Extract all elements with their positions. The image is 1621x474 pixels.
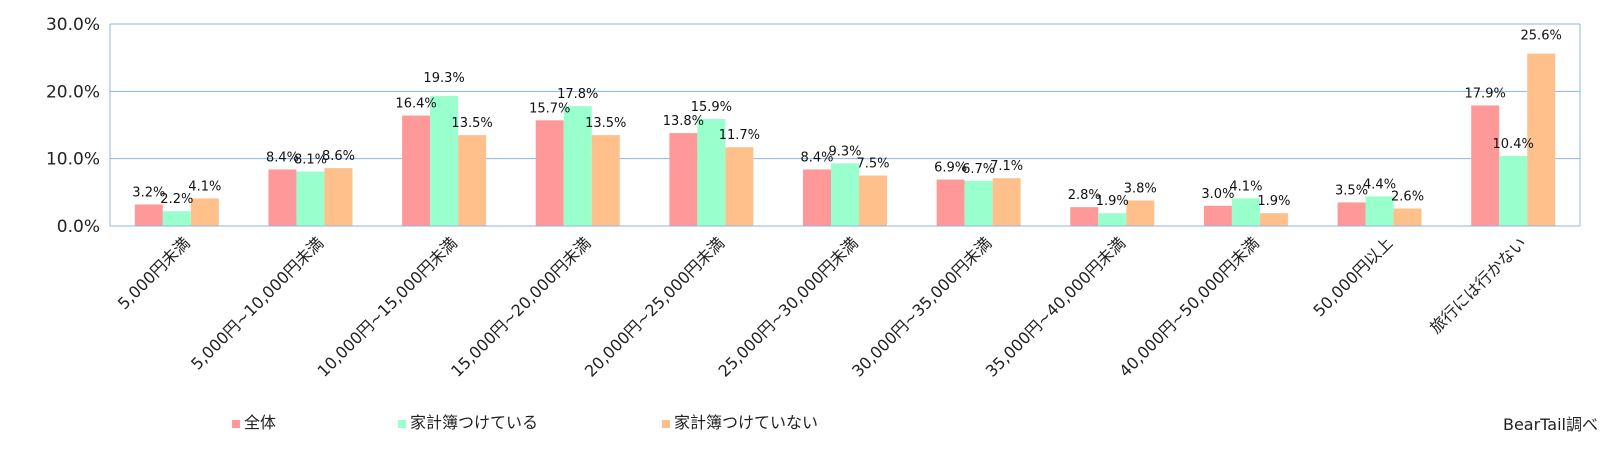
bar <box>964 180 993 226</box>
bar <box>324 168 353 226</box>
data-label: 3.2% <box>132 185 165 200</box>
data-label: 4.1% <box>1229 179 1262 194</box>
y-tick-label: 30.0% <box>46 15 100 35</box>
data-label: 2.2% <box>160 192 193 207</box>
y-tick-label: 10.0% <box>46 150 100 170</box>
data-label: 3.5% <box>1335 183 1368 198</box>
bar <box>669 133 698 226</box>
bar <box>725 147 754 226</box>
bar <box>1259 213 1288 226</box>
data-label: 3.0% <box>1201 187 1234 202</box>
data-label: 2.6% <box>1391 189 1424 204</box>
bar <box>1098 213 1127 226</box>
data-label: 13.8% <box>663 114 704 129</box>
legend: 全体 家計簿つけている 家計簿つけていない <box>232 413 818 432</box>
legend-swatch <box>398 420 406 428</box>
x-tick-label: 旅行には行かない <box>1426 233 1530 337</box>
bar <box>1365 196 1394 226</box>
y-tick-label: 20.0% <box>46 82 100 102</box>
bars <box>134 53 1556 227</box>
bar <box>1393 208 1422 226</box>
data-label: 8.1% <box>294 152 327 167</box>
x-tick-label: 5,000円未満 <box>114 233 194 313</box>
bar <box>1231 198 1260 226</box>
bar <box>296 171 325 226</box>
bar <box>859 175 887 226</box>
bar <box>1471 105 1500 226</box>
data-label: 1.9% <box>1096 194 1129 209</box>
x-tick-label: 50,000円以上 <box>1309 233 1396 320</box>
data-label: 4.1% <box>188 179 221 194</box>
data-label: 17.9% <box>1465 86 1506 101</box>
legend-label: 家計簿つけている <box>410 413 538 432</box>
x-tick-label: 5,000円~10,000円未満 <box>187 233 327 373</box>
bar <box>402 115 431 226</box>
bar <box>992 178 1021 226</box>
data-label: 11.7% <box>719 128 760 143</box>
bar <box>591 135 620 226</box>
bar <box>1527 53 1556 227</box>
bar <box>563 106 592 226</box>
data-label: 6.7% <box>962 162 995 177</box>
bar <box>268 169 297 226</box>
data-label: 6.9% <box>934 161 967 176</box>
x-tick-label: 15,000円~20,000円未満 <box>447 233 594 380</box>
data-label: 13.5% <box>585 116 626 131</box>
data-label: 16.4% <box>395 97 436 112</box>
data-label: 7.1% <box>990 159 1023 174</box>
data-label: 4.4% <box>1363 177 1396 192</box>
data-label: 13.5% <box>451 116 492 131</box>
bar <box>535 120 564 226</box>
bar <box>1499 155 1528 226</box>
bar <box>458 135 487 226</box>
y-tick-label: 0.0% <box>57 217 100 237</box>
legend-swatch <box>232 420 240 428</box>
bar <box>1203 205 1232 226</box>
y-axis: 0.0% 10.0% 20.0% 30.0% <box>46 15 100 237</box>
legend-label: 全体 <box>244 413 276 432</box>
bar <box>1126 200 1155 226</box>
bar <box>162 211 191 226</box>
data-label: 1.9% <box>1257 194 1290 209</box>
legend-label: 家計簿つけていない <box>674 413 818 432</box>
bar <box>1337 202 1366 226</box>
bar <box>430 96 459 227</box>
x-axis: 5,000円未満5,000円~10,000円未満10,000円~15,000円未… <box>110 225 1580 381</box>
data-label: 19.3% <box>423 71 464 86</box>
x-tick-label: 30,000円~35,000円未満 <box>848 233 995 380</box>
data-label: 25.6% <box>1521 29 1562 44</box>
bar <box>831 163 859 226</box>
data-label: 8.6% <box>322 149 355 164</box>
x-tick-label: 10,000円~15,000円未満 <box>314 233 461 380</box>
x-tick-label: 25,000円~30,000円未満 <box>714 233 861 380</box>
data-label: 9.3% <box>828 144 861 159</box>
data-label: 8.4% <box>266 150 299 165</box>
data-label: 3.8% <box>1124 181 1157 196</box>
x-tick-label: 40,000円~50,000円未満 <box>1115 233 1262 380</box>
bar <box>1070 207 1099 226</box>
bar <box>190 198 219 226</box>
data-label: 15.9% <box>691 100 732 115</box>
data-label: 2.8% <box>1068 188 1101 203</box>
x-tick-label: 35,000円~40,000円未満 <box>982 233 1129 380</box>
data-label: 15.7% <box>529 101 570 116</box>
data-label: 8.4% <box>800 150 833 165</box>
data-labels: 3.2% 8.4% 16.4% 15.7% 13.8% 8.4% 6.9% 2.8% 3.0% 3… <box>132 29 1562 210</box>
bar <box>803 169 831 226</box>
bar <box>134 204 163 226</box>
source-note: BearTail調べ <box>1503 415 1598 434</box>
data-label: 10.4% <box>1493 137 1534 152</box>
x-tick-label: 20,000円~25,000円未満 <box>581 233 728 380</box>
bar <box>936 179 965 226</box>
legend-swatch <box>662 420 670 428</box>
data-label: 7.5% <box>856 157 889 172</box>
data-label: 17.8% <box>557 87 598 102</box>
bar <box>697 118 726 226</box>
